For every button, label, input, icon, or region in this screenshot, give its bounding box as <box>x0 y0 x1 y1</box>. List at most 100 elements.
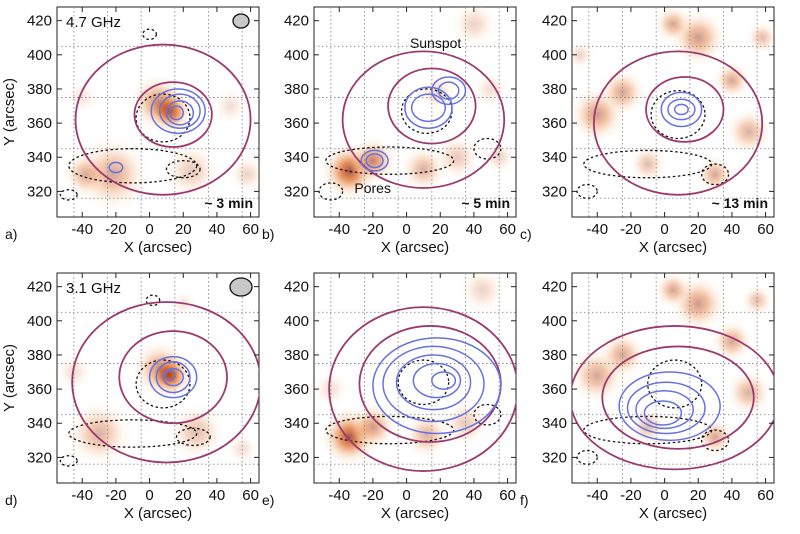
x-tick-label: -40 <box>328 487 350 504</box>
panel-letter: b) <box>262 226 274 242</box>
x-tick-label: -20 <box>620 221 642 238</box>
polarization-contour <box>108 161 124 174</box>
y-tick-label: 420 <box>284 279 309 296</box>
radio-contour <box>341 50 506 189</box>
polarization-contour <box>372 337 502 435</box>
magnetogram-contour <box>473 403 502 426</box>
x-axis-title: X (arcsec) <box>124 505 192 522</box>
x-tick-label: -40 <box>586 487 608 504</box>
y-tick-label: 400 <box>542 313 567 330</box>
magnetogram-contour <box>325 146 455 175</box>
magnetogram-contour <box>135 359 191 409</box>
panel-5: -40 -20 0 20 40 60 320 340 360 380 400 420 X (arcsec… <box>262 272 517 522</box>
polarization-contour <box>643 400 683 426</box>
polarization-contour <box>667 98 696 121</box>
polarization-contour <box>660 91 703 128</box>
emission-source <box>130 74 186 131</box>
x-axis-title: X (arcsec) <box>639 239 707 256</box>
emission-source <box>599 331 646 379</box>
emission-source <box>713 61 751 99</box>
y-tick-label: 400 <box>284 313 309 330</box>
panel-letter: c) <box>520 226 532 242</box>
polarization-contour <box>412 362 462 399</box>
panel-3: -40 -20 0 20 40 60 320 340 360 380 400 420 X (arcsec… <box>520 6 775 256</box>
y-tick-label: 320 <box>284 183 309 200</box>
emission-source <box>350 403 396 450</box>
y-tick-label: 340 <box>284 149 309 166</box>
y-tick-label: 420 <box>27 13 52 30</box>
panel-plot-area <box>57 7 259 217</box>
magnetogram-contour <box>473 137 502 160</box>
panel-letter: d) <box>5 492 17 508</box>
emission-source <box>572 40 595 69</box>
emission-source <box>212 87 249 125</box>
x-tick-label: 20 <box>432 221 449 238</box>
y-tick-label: 360 <box>27 381 52 398</box>
y-tick-label: 380 <box>27 347 52 364</box>
emission-source <box>711 320 753 363</box>
polarization-contour <box>404 86 453 129</box>
polarization-contour <box>431 76 467 106</box>
emission-source <box>483 141 516 174</box>
magnetogram-contour <box>68 148 198 184</box>
emission-source <box>654 7 692 43</box>
panel-1: -40 -20 0 20 40 60 320 340 360 380 400 420 X (arcsec… <box>1 6 260 256</box>
emission-source <box>629 145 666 183</box>
y-tick-label: 380 <box>284 347 309 364</box>
polarization-contour <box>410 93 447 123</box>
y-tick-label: 380 <box>27 81 52 98</box>
emission-source <box>472 70 509 108</box>
polarization-contour <box>673 103 689 116</box>
x-tick-label: 40 <box>209 221 226 238</box>
x-tick-label: -40 <box>586 221 608 238</box>
panel-letter: f) <box>520 492 529 508</box>
x-tick-label: 40 <box>724 221 741 238</box>
x-tick-label: 20 <box>432 487 449 504</box>
polarization-contour <box>360 149 389 172</box>
x-tick-label: -20 <box>620 487 642 504</box>
magnetogram-contour <box>68 419 198 448</box>
emission-source <box>746 21 774 54</box>
radio-contour <box>645 76 725 143</box>
x-tick-label: 20 <box>690 487 707 504</box>
time-label: ~ 3 min <box>204 195 253 211</box>
magnetogram-contour <box>700 429 730 452</box>
y-tick-label: 340 <box>542 149 567 166</box>
magnetogram-contour <box>59 189 78 201</box>
y-tick-label: 340 <box>284 415 309 432</box>
magnetogram-contour <box>165 160 201 179</box>
beam-size-ellipse <box>232 13 250 29</box>
radio-contour <box>601 345 755 450</box>
x-tick-label: 60 <box>499 487 516 504</box>
panel-plot-area <box>314 273 516 483</box>
polarization-contour <box>626 381 706 435</box>
emission-source <box>67 401 131 466</box>
polarization-contour <box>169 105 184 121</box>
x-tick-label: 20 <box>175 487 192 504</box>
emission-source <box>451 7 497 48</box>
x-tick-label: 0 <box>145 487 153 504</box>
polarization-contour <box>158 93 201 129</box>
x-tick-label: 0 <box>660 221 668 238</box>
panel-plot-area <box>314 7 516 217</box>
x-tick-label: 40 <box>466 487 483 504</box>
radio-contour <box>328 306 516 472</box>
y-tick-label: 360 <box>284 381 309 398</box>
magnetogram-contour <box>576 183 598 199</box>
polarization-contour <box>148 355 198 399</box>
y-tick-label: 320 <box>542 449 567 466</box>
x-tick-label: 0 <box>402 487 410 504</box>
x-tick-label: -20 <box>105 221 127 238</box>
y-tick-label: 420 <box>542 279 567 296</box>
polarization-contour <box>155 361 191 394</box>
x-tick-label: 0 <box>660 487 668 504</box>
emission-source <box>229 155 259 193</box>
emission-source <box>226 432 259 465</box>
x-tick-label: 60 <box>757 487 774 504</box>
emission-source <box>404 412 450 459</box>
emission-source <box>418 73 456 111</box>
magnetogram-contour <box>175 427 211 447</box>
x-tick-label: 20 <box>690 221 707 238</box>
panel-4: -40 -20 0 20 40 60 320 340 360 380 400 420 X (arcsec… <box>1 272 260 522</box>
y-axis-title: Y (arcsec) <box>1 344 18 412</box>
